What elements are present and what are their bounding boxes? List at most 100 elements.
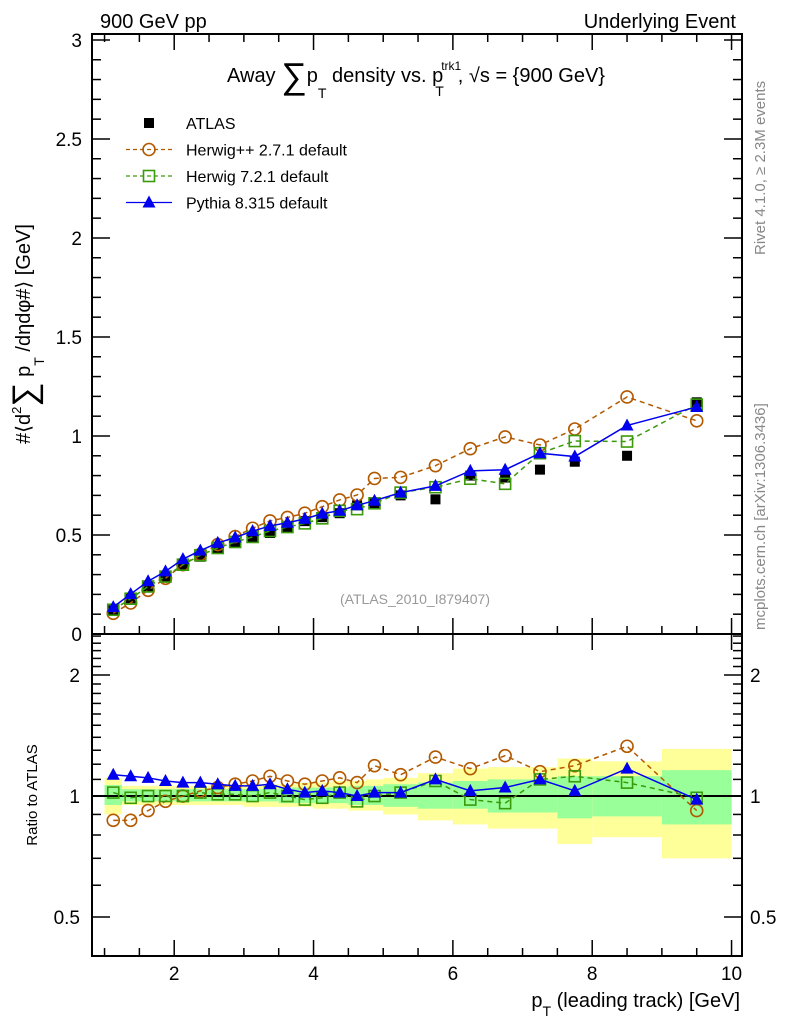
pythia-8-315-default-ratio-point bbox=[463, 783, 477, 796]
legend-marker bbox=[142, 142, 156, 157]
pythia-8-315-default-ratio-point bbox=[106, 767, 120, 780]
herwig-2-7-1-default-line bbox=[112, 396, 697, 614]
herwig-7-2-1-default-ratio-line bbox=[113, 775, 697, 804]
pythia-8-315-default-point bbox=[106, 600, 120, 613]
atlas-point bbox=[143, 581, 154, 592]
herwig-2-7-1-default-point bbox=[428, 458, 443, 473]
ratio-tick-label-right: 2 bbox=[750, 666, 761, 687]
herwig-2-7-1-default-ratio-point bbox=[106, 813, 121, 828]
herwig-2-7-1-default-ratio-point bbox=[332, 771, 347, 785]
legend-label: Herwig++ 2.7.1 default bbox=[186, 143, 348, 160]
pythia-8-315-default-ratio-point bbox=[176, 775, 190, 788]
herwig-2-7-1-default-point bbox=[367, 471, 382, 486]
pythia-8-315-default-ratio-point bbox=[498, 780, 512, 793]
herwig-2-7-1-default-point bbox=[393, 470, 408, 485]
atlas-point bbox=[534, 464, 545, 475]
herwig-2-7-1-default-point bbox=[463, 441, 478, 456]
herwig-2-7-1-default-ratio-point bbox=[689, 803, 704, 818]
pythia-8-315-default-ratio-point bbox=[568, 783, 582, 796]
herwig-7-2-1-default-ratio-point bbox=[176, 789, 190, 803]
pythia-8-315-default-point bbox=[568, 449, 582, 462]
atlas-point bbox=[265, 528, 276, 539]
pythia-8-315-default-point bbox=[263, 518, 277, 531]
pythia-8-315-default-point bbox=[124, 587, 138, 600]
herwig-2-7-1-default-ratio-point bbox=[367, 758, 382, 773]
legend-marker bbox=[142, 195, 156, 208]
atlas-point bbox=[160, 571, 171, 582]
pythia-8-315-default-point bbox=[298, 511, 312, 524]
atlas-point bbox=[247, 531, 258, 542]
ratio-panel bbox=[92, 739, 742, 859]
pythia-8-315-default-point bbox=[394, 485, 408, 498]
pythia-8-315-default-point bbox=[333, 503, 347, 516]
herwig-2-7-1-default-point bbox=[567, 422, 582, 436]
pythia-8-315-default-point bbox=[350, 498, 364, 511]
stat-uncertainty-band bbox=[557, 776, 593, 819]
pythia-8-315-default-point bbox=[463, 463, 477, 476]
pythia-8-315-default-point bbox=[141, 574, 155, 587]
pythia-8-315-default-ratio-point bbox=[428, 772, 442, 785]
herwig-7-2-1-default-ratio-point bbox=[498, 796, 512, 810]
herwig-2-7-1-default-ratio-point bbox=[350, 775, 364, 790]
y-tick-label: 0.5 bbox=[56, 526, 82, 547]
atlas-point bbox=[212, 543, 223, 554]
ratio-tick-label: 1 bbox=[69, 787, 80, 808]
pythia-8-315-default-ratio-point bbox=[315, 783, 329, 796]
rivet-info: Rivet 4.1.0, ≥ 2.3M events bbox=[752, 81, 769, 255]
pythia-8-315-default-ratio-point bbox=[211, 777, 225, 790]
y-tick-label: 0 bbox=[71, 625, 82, 646]
herwig-7-2-1-default-point bbox=[498, 477, 512, 491]
stat-uncertainty-band bbox=[104, 785, 122, 805]
ratio-tick-label-right: 1 bbox=[750, 787, 761, 808]
axes: 2 4 6 8 10 0 0.5 1 1.5 2 2.5 3 0.5 0.5 1 1 2 2 bbox=[54, 31, 777, 985]
header-left: 900 GeV pp bbox=[100, 11, 207, 33]
pythia-8-315-default-point bbox=[246, 524, 260, 537]
pythia-8-315-default-ratio-point bbox=[350, 789, 364, 802]
pythia-8-315-default-point bbox=[193, 543, 207, 556]
herwig-2-7-1-default-ratio-point bbox=[428, 750, 443, 764]
pythia-8-315-default-point bbox=[368, 493, 382, 506]
y-axis-label: #⟨d2∑ pT /dηdφ#⟩ [GeV] bbox=[6, 224, 47, 444]
plot-title: Away ∑pT density vs. ptrk1 T, √s = {900 G… bbox=[227, 55, 605, 101]
herwig-2-7-1-default-ratio-point bbox=[393, 767, 408, 782]
pythia-8-315-default-line bbox=[112, 406, 697, 608]
atlas-point bbox=[430, 494, 441, 505]
y-tick-label: 2.5 bbox=[56, 130, 82, 151]
x-tick-label: 2 bbox=[169, 964, 180, 985]
pythia-8-315-default-ratio-point bbox=[158, 773, 172, 786]
pythia-8-315-default-point bbox=[158, 564, 172, 577]
x-axis-label: pT (leading track) [GeV] bbox=[531, 990, 740, 1019]
pythia-8-315-default-point bbox=[315, 506, 329, 519]
herwig-7-2-1-default-ratio-point bbox=[141, 789, 155, 803]
pythia-8-315-default-ratio-point bbox=[620, 761, 634, 774]
herwig-7-2-1-default-point bbox=[568, 434, 582, 448]
pythia-8-315-default-ratio-point bbox=[280, 782, 294, 795]
herwig-2-7-1-default-point bbox=[689, 414, 704, 428]
legend-marker bbox=[142, 169, 156, 183]
pythia-8-315-default-point bbox=[498, 462, 512, 475]
pythia-8-315-default-ratio-point bbox=[193, 775, 207, 788]
pythia-8-315-default-point bbox=[620, 418, 634, 431]
herwig-7-2-1-default-ratio-point bbox=[620, 776, 634, 789]
y-tick-label: 3 bbox=[71, 31, 82, 52]
herwig-2-7-1-default-ratio-point bbox=[498, 748, 512, 763]
pythia-8-315-default-ratio-point bbox=[333, 785, 347, 798]
atlas-point bbox=[622, 450, 633, 461]
herwig-2-7-1-default-ratio-point bbox=[567, 758, 582, 773]
herwig-2-7-1-default-point bbox=[498, 430, 512, 444]
herwig-2-7-1-default-point bbox=[620, 390, 634, 404]
x-tick-label: 10 bbox=[721, 964, 742, 985]
analysis-watermark: (ATLAS_2010_I879407) bbox=[340, 591, 490, 607]
pythia-8-315-default-ratio-point bbox=[394, 785, 408, 798]
atlas-point bbox=[195, 551, 206, 562]
pythia-8-315-default-point bbox=[428, 478, 442, 491]
herwig-7-2-1-default-point bbox=[620, 435, 634, 448]
pythia-8-315-default-ratio-point bbox=[141, 770, 155, 783]
mcplots-info: mcplots.cern.ch [arXiv:1306.3436] bbox=[752, 403, 769, 630]
y-tick-label: 2 bbox=[71, 229, 82, 250]
legend-label: ATLAS bbox=[186, 116, 236, 133]
atlas-point bbox=[569, 456, 580, 467]
x-tick-label: 6 bbox=[448, 964, 459, 985]
ratio-y-axis-label: Ratio to ATLAS bbox=[24, 744, 41, 845]
